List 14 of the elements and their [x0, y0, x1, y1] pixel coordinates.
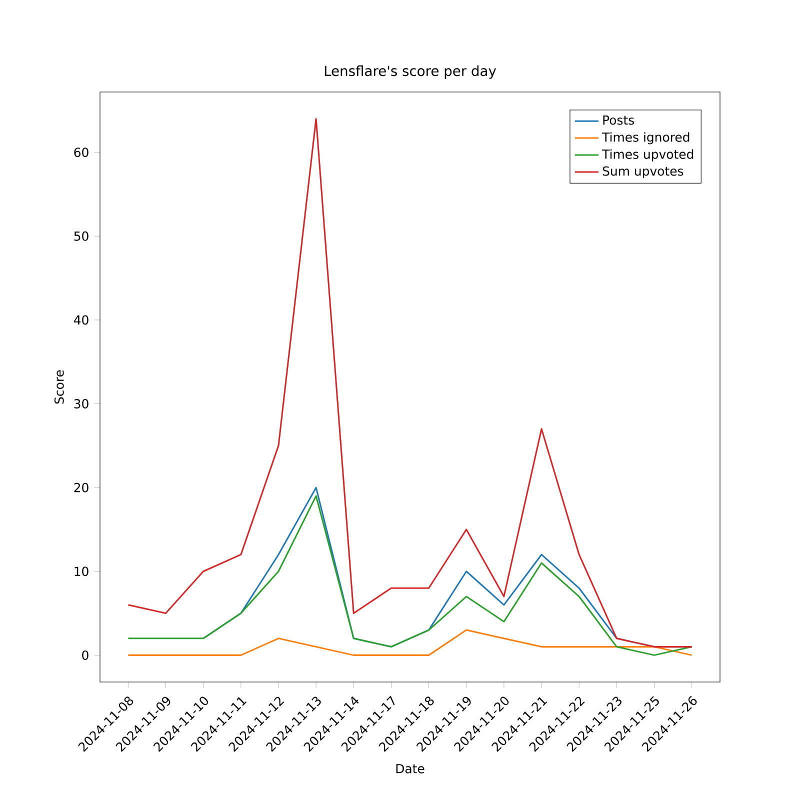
y-tick-label: 60	[74, 148, 88, 158]
y-tick-label: 50	[74, 231, 88, 241]
y-tick-label: 30	[74, 399, 88, 408]
x-axis-title: Date	[396, 764, 424, 774]
chart-title: Lensflare's score per day	[324, 65, 496, 79]
y-axis-title: Score	[54, 370, 64, 404]
y-tick-label: 20	[74, 482, 88, 492]
legend-label: Sum upvotes	[602, 166, 684, 178]
y-tick-label: 0	[82, 650, 88, 660]
legend-label: Times ignored	[602, 132, 690, 144]
legend-label: Times upvoted	[602, 149, 694, 162]
y-tick-label: 10	[74, 566, 88, 576]
y-tick-label: 40	[74, 315, 88, 325]
legend-label: Posts	[603, 116, 634, 125]
